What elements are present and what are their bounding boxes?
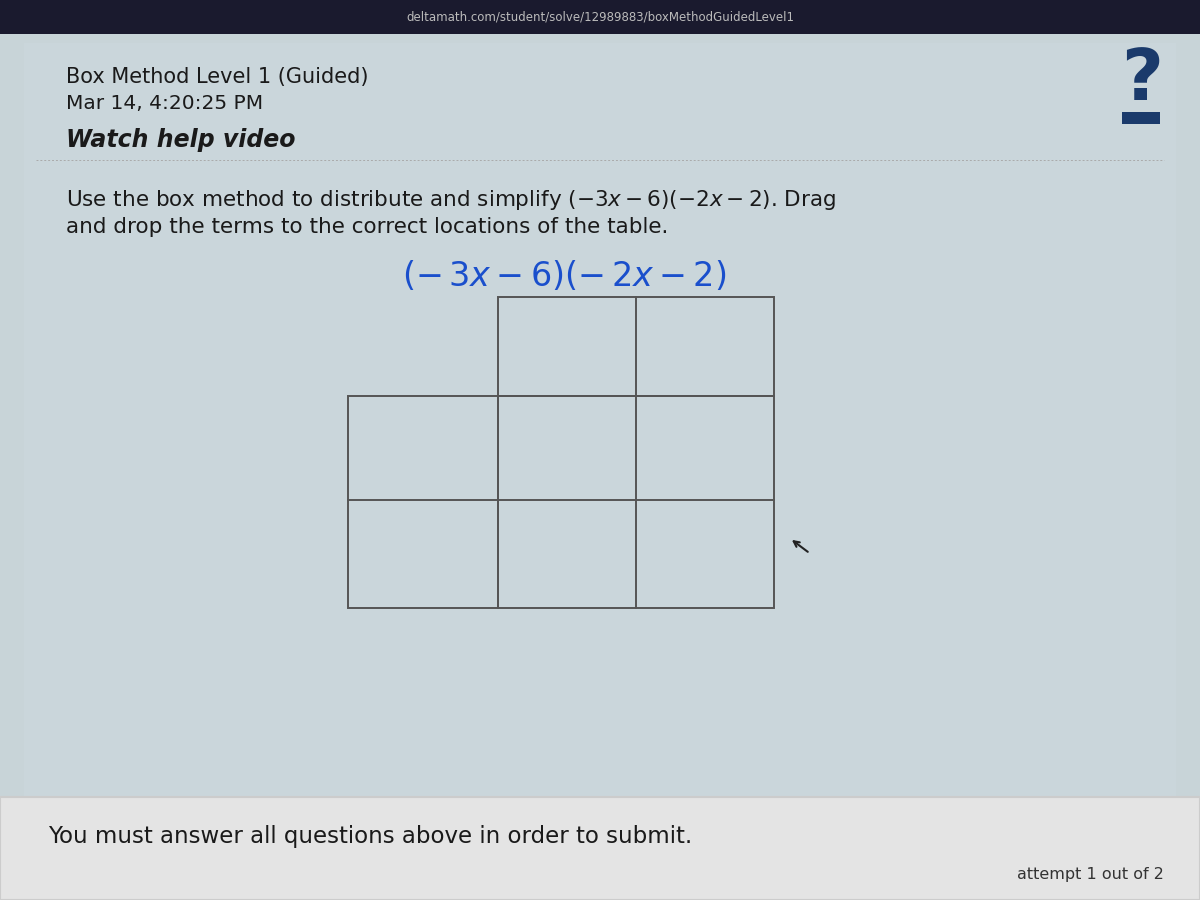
Text: Watch help video: Watch help video bbox=[66, 128, 295, 151]
Text: ?: ? bbox=[1121, 47, 1163, 115]
Bar bbox=[0, 0, 1200, 34]
Text: $(-\,3x-6)(-\,2x-2)$: $(-\,3x-6)(-\,2x-2)$ bbox=[402, 259, 726, 293]
Text: Box Method Level 1 (Guided): Box Method Level 1 (Guided) bbox=[66, 67, 368, 86]
Text: Use the box method to distribute and simplify $(-3x-6)(-2x-2)$. Drag: Use the box method to distribute and sim… bbox=[66, 188, 836, 212]
Text: You must answer all questions above in order to submit.: You must answer all questions above in o… bbox=[48, 825, 692, 849]
Bar bbox=[348, 396, 498, 608]
Text: and drop the terms to the correct locations of the table.: and drop the terms to the correct locati… bbox=[66, 217, 668, 237]
Bar bbox=[498, 297, 774, 396]
Bar bbox=[24, 43, 1176, 801]
Bar bbox=[0, 796, 1200, 900]
Text: attempt 1 out of 2: attempt 1 out of 2 bbox=[1018, 868, 1164, 882]
Bar bbox=[1122, 112, 1160, 124]
Text: Mar 14, 4:20:25 PM: Mar 14, 4:20:25 PM bbox=[66, 94, 263, 113]
Text: deltamath.com/student/solve/12989883/boxMethodGuidedLevel1: deltamath.com/student/solve/12989883/box… bbox=[406, 11, 794, 23]
Bar bbox=[498, 396, 774, 608]
